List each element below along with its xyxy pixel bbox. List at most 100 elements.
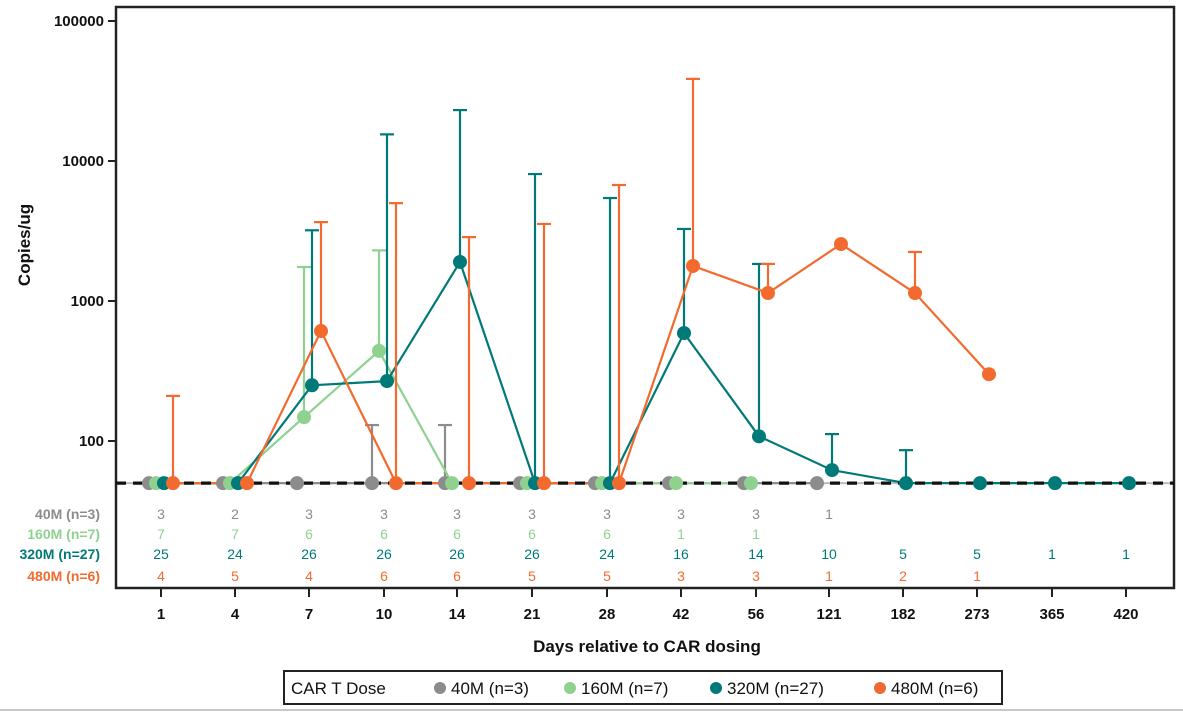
legend-entry: 480M (n=6)	[891, 679, 978, 698]
data-point	[744, 476, 758, 491]
at-risk-count: 6	[305, 526, 313, 542]
data-point	[365, 476, 379, 491]
markers-3	[166, 237, 996, 491]
x-tick-label: 273	[964, 606, 989, 623]
at-risk-count: 5	[973, 546, 981, 562]
data-point	[825, 463, 839, 478]
markers-1	[149, 343, 758, 491]
legend-entry: 160M (n=7)	[581, 679, 668, 698]
bottom-divider	[0, 709, 1183, 711]
at-risk-count: 3	[677, 568, 685, 584]
at-risk-count: 26	[524, 546, 540, 562]
at-risk-row-label: 160M (n=7)	[27, 526, 100, 542]
at-risk-row-label: 480M (n=6)	[27, 568, 100, 584]
at-risk-count: 1	[973, 568, 981, 584]
series-0	[149, 423, 817, 485]
at-risk-count: 25	[153, 546, 169, 562]
at-risk-count: 3	[528, 506, 536, 522]
data-point	[166, 476, 180, 491]
data-point	[305, 378, 319, 393]
legend-marker	[434, 682, 446, 694]
data-point	[899, 476, 913, 491]
at-risk-count: 4	[157, 568, 165, 584]
at-risk-count: 5	[603, 568, 611, 584]
legend-title: CAR T Dose	[291, 679, 386, 698]
at-risk-count: 1	[825, 568, 833, 584]
legend-entry: 320M (n=27)	[727, 679, 824, 698]
at-risk-count: 10	[821, 546, 837, 562]
at-risk-count: 3	[157, 506, 165, 522]
at-risk-count: 3	[603, 506, 611, 522]
legend-marker	[710, 682, 722, 694]
legend: CAR T Dose 40M (n=3) 160M (n=7) 320M (n=27…	[283, 670, 1003, 705]
data-point	[612, 476, 626, 491]
at-risk-count: 3	[752, 506, 760, 522]
x-tick-label: 21	[524, 606, 541, 623]
y-tick-label: 10000	[62, 153, 104, 170]
data-point	[297, 410, 311, 425]
data-point	[290, 476, 304, 491]
at-risk-count: 6	[453, 526, 461, 542]
at-risk-count: 4	[305, 568, 313, 584]
at-risk-count: 6	[453, 568, 461, 584]
data-point	[982, 367, 996, 382]
at-risk-count: 3	[752, 568, 760, 584]
y-tick-label: 1000	[71, 293, 104, 310]
x-axis-title: Days relative to CAR dosing	[533, 637, 761, 656]
data-point	[445, 476, 459, 491]
data-point	[372, 343, 386, 358]
at-risk-count: 26	[376, 546, 392, 562]
at-risk-count: 24	[227, 546, 243, 562]
data-point	[973, 476, 987, 491]
at-risk-count: 5	[528, 568, 536, 584]
legend-entry: 40M (n=3)	[451, 679, 529, 698]
data-point	[453, 254, 467, 269]
x-tick-label: 7	[305, 606, 313, 623]
data-point	[677, 326, 691, 341]
at-risk-count: 7	[157, 526, 165, 542]
data-point	[389, 476, 403, 491]
data-point	[752, 429, 766, 444]
x-tick-label: 121	[816, 606, 841, 623]
at-risk-row-label: 320M (n=27)	[19, 546, 100, 562]
at-risk-row-label: 40M (n=3)	[35, 506, 100, 522]
data-point	[314, 324, 328, 339]
y-tick-label: 100	[79, 433, 104, 450]
at-risk-count: 6	[380, 526, 388, 542]
data-point	[908, 286, 922, 301]
series-line	[156, 349, 751, 485]
x-tick-label: 420	[1113, 606, 1138, 623]
x-tick-label: 1	[157, 606, 165, 623]
at-risk-count: 2	[231, 506, 239, 522]
at-risk-count: 2	[899, 568, 907, 584]
x-tick-label: 14	[449, 606, 466, 623]
at-risk-count: 26	[301, 546, 317, 562]
x-tick-label: 182	[890, 606, 915, 623]
series-1	[156, 249, 751, 485]
at-risk-count: 3	[305, 506, 313, 522]
x-tick-label: 365	[1039, 606, 1064, 623]
data-point	[686, 258, 700, 273]
at-risk-count: 1	[1048, 546, 1056, 562]
x-tick-label: 4	[231, 606, 240, 623]
data-point	[537, 476, 551, 491]
at-risk-count: 1	[825, 506, 833, 522]
legend-marker	[564, 682, 576, 694]
data-point	[810, 476, 824, 491]
at-risk-count: 1	[677, 526, 685, 542]
x-tick-label: 42	[673, 606, 690, 623]
data-point	[669, 476, 683, 491]
at-risk-count: 6	[528, 526, 536, 542]
series-2	[164, 108, 1129, 485]
data-point	[380, 374, 394, 389]
plot-frame	[114, 5, 1176, 590]
series-3	[166, 77, 990, 485]
legend-marker	[874, 682, 886, 694]
data-point	[834, 237, 848, 252]
data-point	[462, 476, 476, 491]
at-risk-count: 14	[748, 546, 764, 562]
at-risk-count: 16	[673, 546, 689, 562]
at-risk-count: 1	[1122, 546, 1130, 562]
